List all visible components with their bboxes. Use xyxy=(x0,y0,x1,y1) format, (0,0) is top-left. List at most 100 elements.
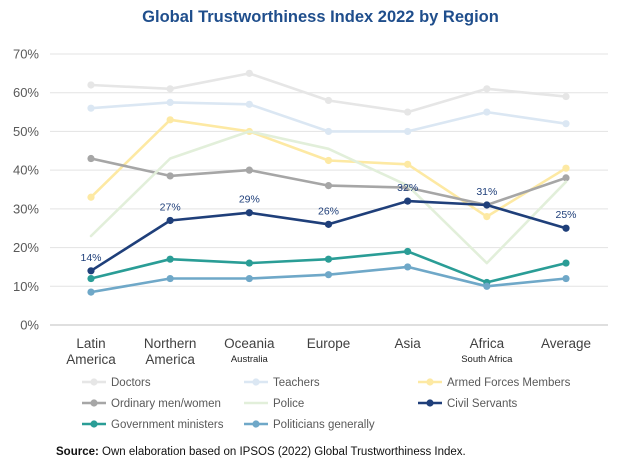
data-point xyxy=(324,255,333,263)
data-point xyxy=(166,85,174,93)
legend-item: Ordinary men/women xyxy=(82,398,221,410)
data-point xyxy=(245,259,253,267)
x-tick-label: Asia xyxy=(395,336,422,351)
x-tick-label: Average xyxy=(541,336,591,351)
y-tick-label: 50% xyxy=(13,124,39,139)
data-point xyxy=(404,108,412,116)
y-tick-label: 20% xyxy=(13,240,39,255)
legend-item: Doctors xyxy=(82,377,151,389)
data-label: 31% xyxy=(476,186,497,198)
legend-label: Government ministers xyxy=(111,419,224,431)
data-point xyxy=(404,127,412,136)
data-point xyxy=(404,197,412,205)
series-civil-servants xyxy=(87,197,570,275)
x-tick-label: Latin xyxy=(76,336,105,351)
data-point xyxy=(404,263,412,271)
series-lines xyxy=(87,69,570,296)
data-point xyxy=(562,92,570,101)
data-point xyxy=(245,209,253,217)
y-tick-label: 0% xyxy=(20,318,39,333)
data-point xyxy=(562,164,570,172)
y-tick-label: 30% xyxy=(13,201,39,216)
legend-marker xyxy=(426,378,434,386)
series-armed-forces-members xyxy=(87,116,570,221)
legend-label: Doctors xyxy=(111,377,151,389)
legend-marker xyxy=(90,420,98,428)
x-axis: LatinAmericaNorthernAmericaOceaniaAustra… xyxy=(66,336,591,367)
data-point xyxy=(166,116,174,124)
data-point xyxy=(87,81,95,89)
x-tick-label: Oceania xyxy=(224,336,275,351)
data-point xyxy=(87,274,95,283)
data-label: 25% xyxy=(555,209,576,221)
legend-label: Armed Forces Members xyxy=(447,377,571,389)
legend-item: Police xyxy=(244,398,304,410)
legend-item: Armed Forces Members xyxy=(418,377,571,389)
legend-item: Politicians generally xyxy=(244,419,375,431)
data-point xyxy=(483,108,491,116)
data-point xyxy=(483,201,491,209)
legend: Doctors Teachers Armed Forces Members Ordin… xyxy=(82,377,571,431)
data-point xyxy=(404,160,412,168)
data-point xyxy=(245,69,253,77)
line-chart: 0%10%20%30%40%50%60%70% LatinAmericaNort… xyxy=(13,47,608,431)
x-tick-label: Africa xyxy=(470,336,505,351)
chart-title: Global Trustworthiness Index 2022 by Reg… xyxy=(142,8,499,26)
x-tick-label: America xyxy=(145,352,195,367)
data-labels: 14% 27% 29% 26% 32% 31% 25% xyxy=(80,182,576,264)
data-point xyxy=(166,274,174,283)
legend-label: Politicians generally xyxy=(273,419,375,431)
y-tick-label: 10% xyxy=(13,279,39,294)
data-point xyxy=(483,213,491,221)
legend-item: Government ministers xyxy=(82,419,224,431)
series-police xyxy=(89,130,568,265)
source-text: Own elaboration based on IPSOS (2022) Gl… xyxy=(98,446,466,458)
legend-marker xyxy=(90,378,98,386)
x-tick-label: Europe xyxy=(307,336,351,351)
legend-marker xyxy=(426,399,434,407)
legend-label: Civil Servants xyxy=(447,398,518,410)
data-point xyxy=(324,127,333,136)
legend-marker xyxy=(90,399,98,407)
legend-label: Teachers xyxy=(273,377,320,389)
data-point xyxy=(324,156,333,165)
data-label: 29% xyxy=(239,194,260,206)
legend-label: Ordinary men/women xyxy=(111,398,221,410)
x-tick-label: America xyxy=(66,352,116,367)
y-tick-label: 70% xyxy=(13,47,39,62)
series-line xyxy=(89,130,568,265)
data-point xyxy=(483,282,491,290)
data-point xyxy=(166,255,174,263)
source-label: Source: xyxy=(56,446,99,458)
x-tick-sublabel: South Africa xyxy=(461,354,513,365)
legend-marker xyxy=(252,378,260,386)
y-tick-label: 60% xyxy=(13,85,39,100)
data-point xyxy=(562,259,570,267)
data-point xyxy=(324,271,333,279)
data-label: 27% xyxy=(160,201,181,213)
series-doctors xyxy=(87,69,570,116)
y-axis: 0% 10% 20% 30% 40% 50% 60% 70% xyxy=(13,47,39,333)
data-label: 26% xyxy=(318,205,339,217)
data-point xyxy=(324,96,333,105)
x-tick-label: Northern xyxy=(144,336,197,351)
data-point xyxy=(166,172,174,180)
data-point xyxy=(483,85,491,93)
data-point xyxy=(245,100,253,108)
data-point xyxy=(324,182,333,190)
data-label: 32% xyxy=(397,182,418,194)
data-point xyxy=(324,220,333,228)
legend-marker xyxy=(252,420,260,428)
y-tick-label: 40% xyxy=(13,163,39,178)
data-point xyxy=(245,166,253,174)
data-point xyxy=(166,216,174,225)
data-point xyxy=(87,288,95,296)
source-note: Source: Own elaboration based on IPSOS (… xyxy=(56,446,466,458)
x-tick-sublabel: Australia xyxy=(231,354,269,365)
data-point xyxy=(87,154,95,163)
data-point xyxy=(562,224,570,232)
series-politicians-generally xyxy=(87,263,570,296)
legend-item: Teachers xyxy=(244,377,320,389)
data-point xyxy=(87,267,95,275)
legend-label: Police xyxy=(273,398,304,410)
